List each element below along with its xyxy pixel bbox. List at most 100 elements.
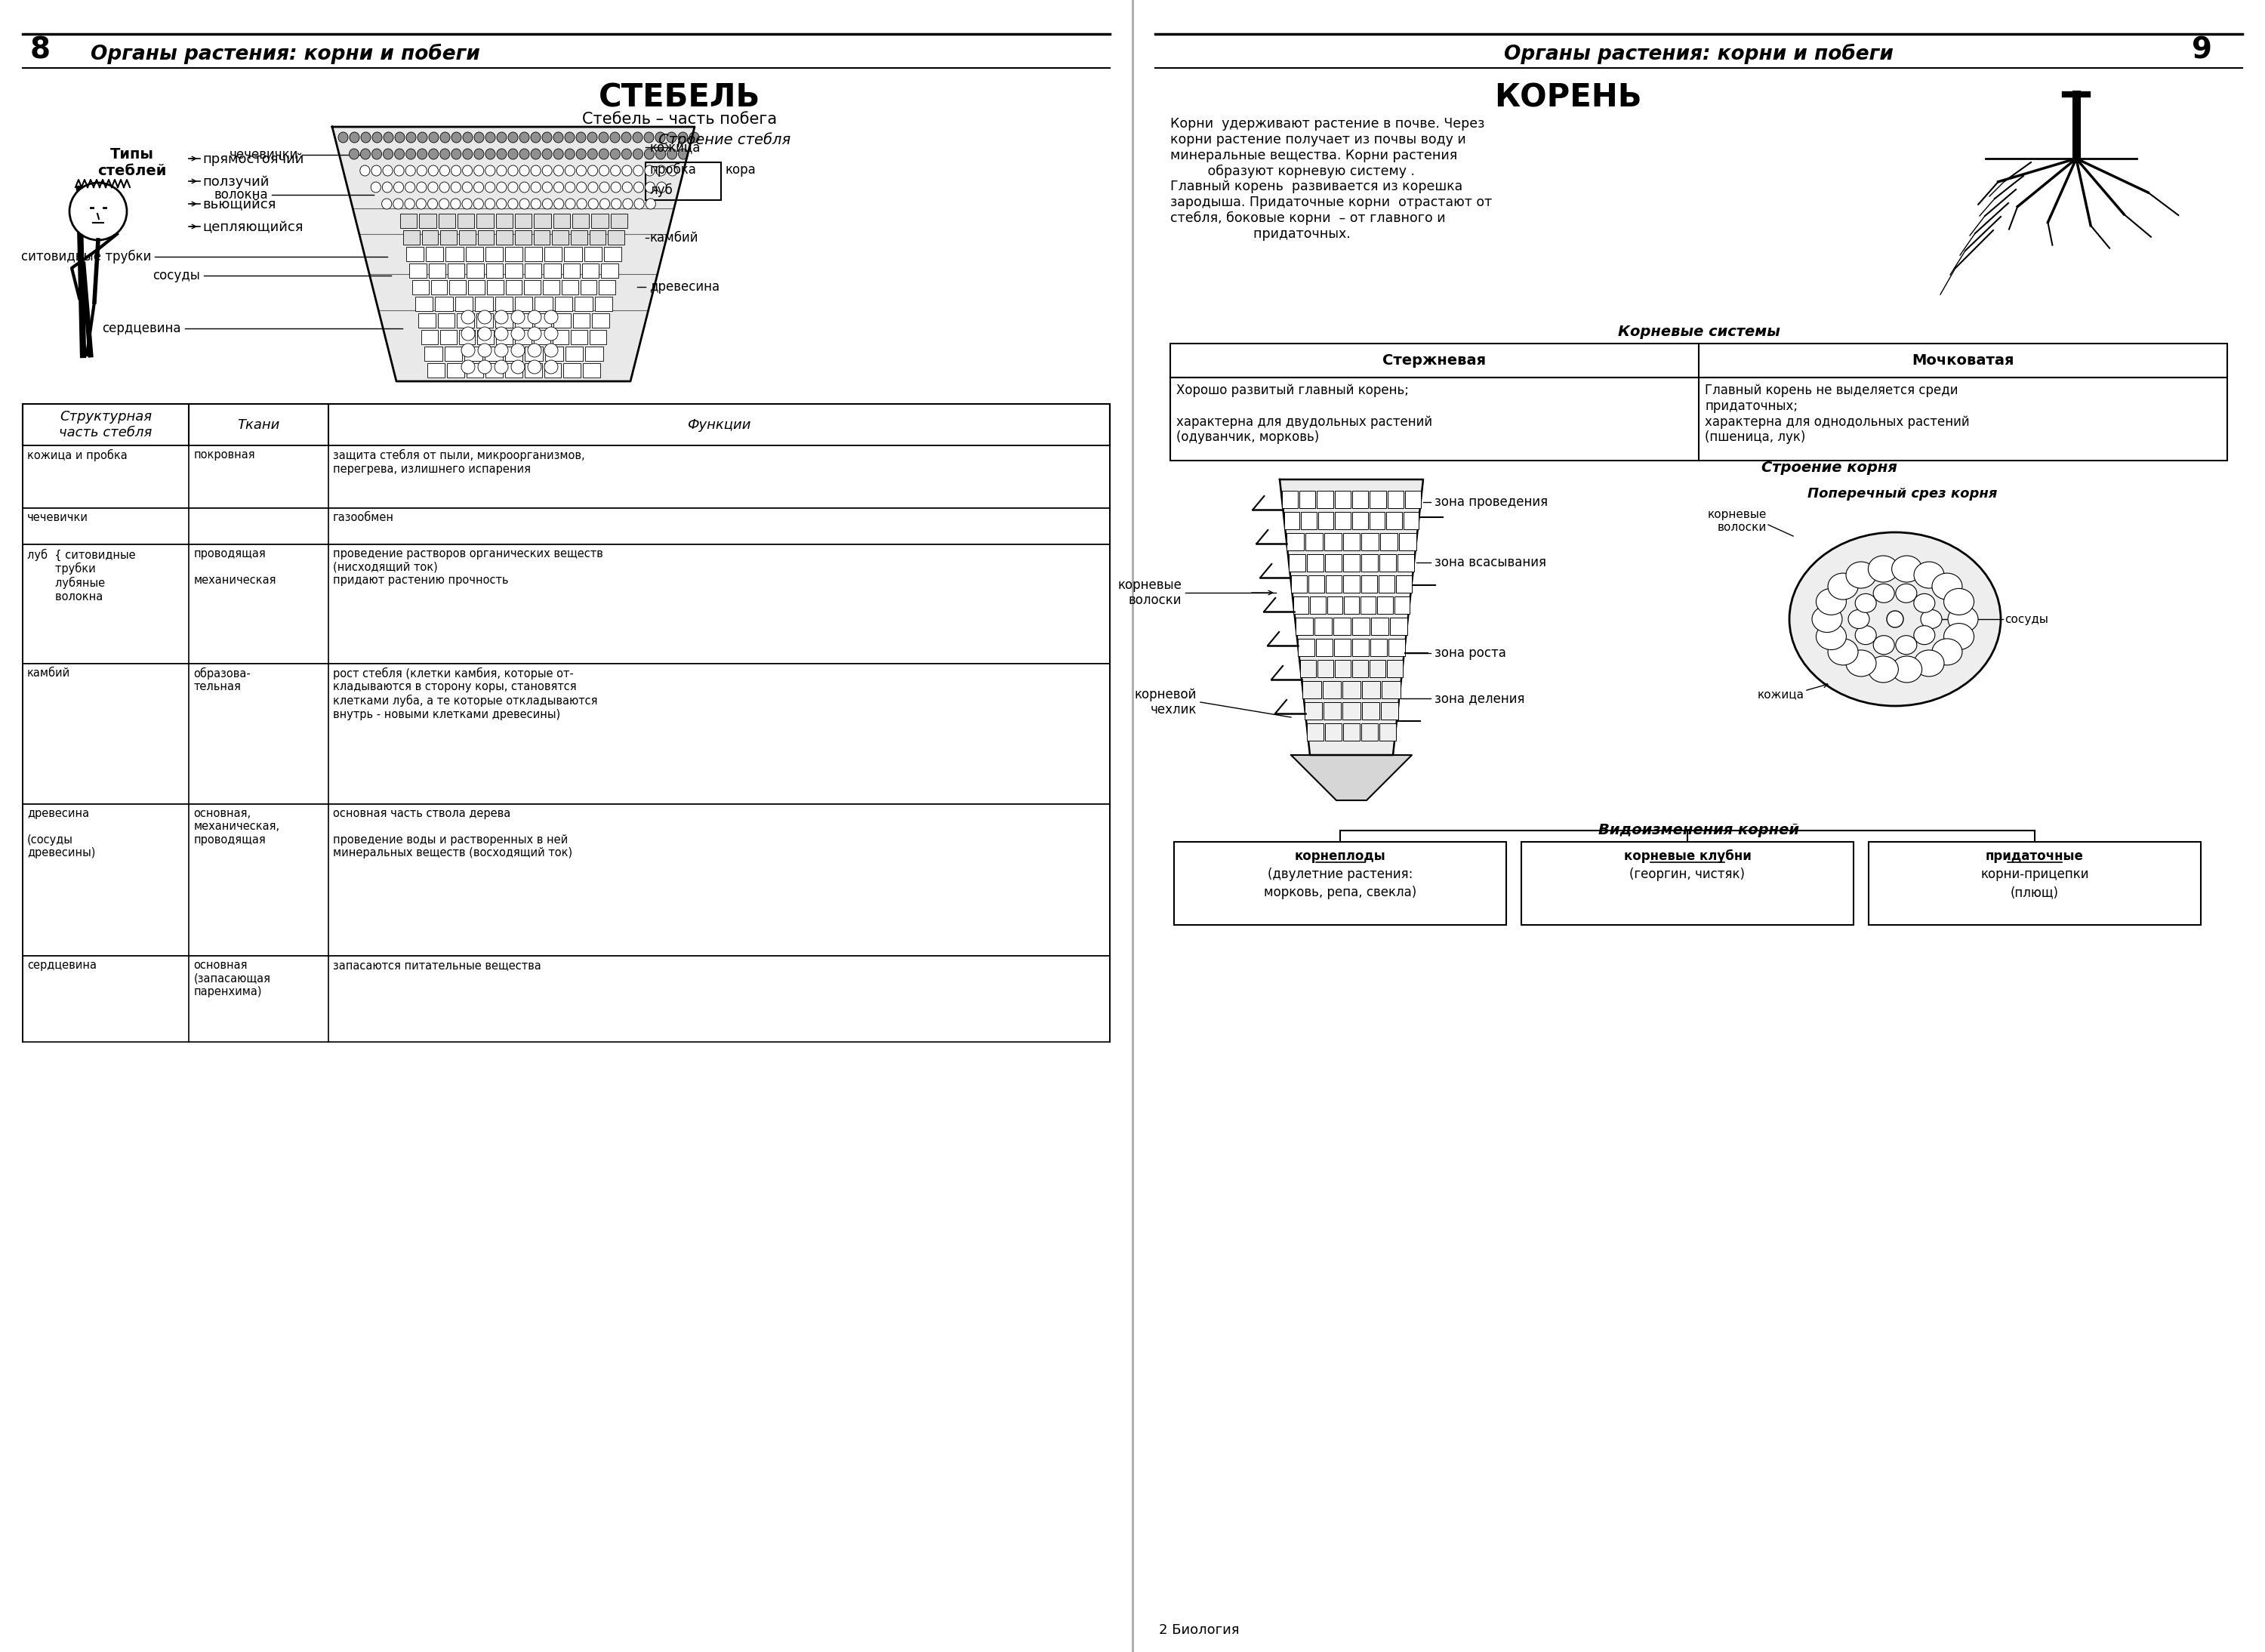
Ellipse shape	[473, 149, 485, 159]
Bar	[23, 509, 1110, 545]
Text: придаточные: придаточные	[1986, 849, 2084, 862]
Text: кожица: кожица	[650, 140, 700, 154]
Ellipse shape	[462, 182, 471, 193]
Ellipse shape	[383, 132, 394, 142]
Ellipse shape	[589, 165, 598, 175]
Text: образова-
тельная: образова- тельная	[193, 667, 251, 692]
Text: волокна: волокна	[213, 188, 267, 202]
Text: луб: луб	[650, 183, 673, 197]
Ellipse shape	[1846, 649, 1875, 676]
Bar	[1305, 534, 1323, 550]
Ellipse shape	[462, 132, 473, 142]
Bar	[1379, 724, 1395, 740]
Text: покровная: покровная	[193, 449, 256, 461]
Text: запасаются питательные вещества: запасаются питательные вещества	[333, 960, 541, 971]
Text: Корневые системы: Корневые системы	[1617, 325, 1780, 339]
Bar	[1343, 596, 1359, 615]
Bar	[1400, 534, 1416, 550]
Bar	[1398, 553, 1413, 572]
Ellipse shape	[632, 149, 643, 159]
Ellipse shape	[519, 198, 530, 210]
Text: проводящая

механическая: проводящая механическая	[193, 548, 276, 586]
Ellipse shape	[553, 132, 564, 142]
Bar	[419, 314, 435, 327]
Ellipse shape	[428, 198, 437, 210]
Ellipse shape	[666, 132, 677, 142]
Bar	[419, 213, 437, 228]
Ellipse shape	[544, 311, 557, 324]
Ellipse shape	[371, 165, 381, 175]
Bar	[544, 363, 562, 378]
Ellipse shape	[485, 182, 496, 193]
Ellipse shape	[371, 149, 383, 159]
Bar	[535, 297, 553, 311]
Text: основная часть ствола дерева

проведение воды и растворенных в ней
минеральных в: основная часть ствола дерева проведение …	[333, 808, 573, 859]
Ellipse shape	[578, 198, 587, 210]
Text: 2 Биология: 2 Биология	[1160, 1624, 1239, 1637]
Ellipse shape	[621, 132, 632, 142]
Bar	[564, 363, 580, 378]
Bar	[1370, 512, 1384, 529]
Bar	[1309, 575, 1325, 593]
Polygon shape	[1280, 479, 1422, 755]
Bar	[591, 314, 609, 327]
Ellipse shape	[439, 132, 451, 142]
Bar	[1404, 512, 1418, 529]
Bar	[525, 246, 541, 261]
Bar	[1352, 491, 1368, 509]
Ellipse shape	[462, 360, 476, 373]
Ellipse shape	[1846, 562, 1875, 588]
Text: 8: 8	[29, 35, 50, 64]
Bar	[553, 230, 569, 244]
Text: цепляющийся: цепляющийся	[202, 220, 304, 235]
Ellipse shape	[575, 165, 587, 175]
Text: зона деления: зона деления	[1434, 692, 1524, 705]
Bar	[1382, 681, 1400, 699]
Ellipse shape	[507, 132, 519, 142]
Bar	[1282, 491, 1298, 509]
Ellipse shape	[494, 360, 507, 373]
Bar	[421, 330, 437, 344]
Text: кожица и пробка: кожица и пробка	[27, 449, 127, 461]
Ellipse shape	[600, 198, 609, 210]
Ellipse shape	[405, 132, 417, 142]
Bar	[496, 314, 512, 327]
Text: Видоизменения корней: Видоизменения корней	[1599, 823, 1798, 838]
Text: сосуды: сосуды	[2005, 613, 2048, 624]
Ellipse shape	[1896, 636, 1916, 654]
Ellipse shape	[578, 182, 587, 193]
Bar	[487, 281, 503, 294]
Ellipse shape	[1943, 588, 1975, 615]
Bar	[1325, 724, 1341, 740]
Bar	[476, 297, 494, 311]
Ellipse shape	[473, 198, 482, 210]
Bar	[487, 264, 503, 278]
Ellipse shape	[600, 182, 609, 193]
Bar	[1352, 639, 1368, 656]
Bar	[514, 330, 532, 344]
Bar	[1379, 553, 1395, 572]
Ellipse shape	[439, 165, 448, 175]
Ellipse shape	[507, 165, 519, 175]
Text: сердцевина: сердцевина	[102, 322, 181, 335]
Bar	[546, 347, 564, 360]
Bar	[1352, 512, 1368, 529]
Text: газообмен: газообмен	[333, 512, 394, 524]
Ellipse shape	[612, 182, 621, 193]
Text: ползучий: ползучий	[202, 175, 270, 188]
Bar	[1325, 553, 1341, 572]
Bar	[555, 297, 573, 311]
Bar	[444, 347, 462, 360]
Bar	[1386, 659, 1402, 677]
Ellipse shape	[451, 149, 462, 159]
Ellipse shape	[439, 198, 448, 210]
Bar	[458, 213, 473, 228]
Ellipse shape	[1848, 610, 1869, 628]
Ellipse shape	[417, 149, 428, 159]
Bar	[1522, 843, 1853, 925]
Text: кора: кора	[725, 164, 757, 177]
Ellipse shape	[478, 327, 492, 340]
Ellipse shape	[496, 132, 507, 142]
Bar	[439, 330, 458, 344]
Bar	[571, 330, 587, 344]
